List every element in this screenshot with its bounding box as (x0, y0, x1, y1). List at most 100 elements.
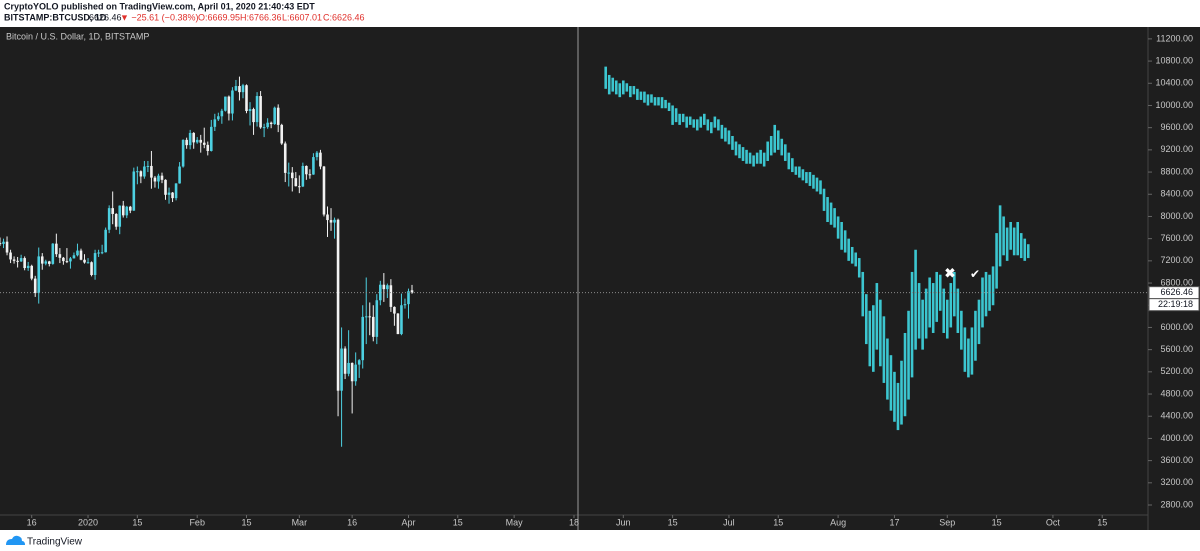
candle-body (185, 139, 188, 146)
y-tick-label: 8800.00 (1160, 166, 1193, 176)
candle-body (245, 85, 248, 112)
x-tick-label: 17 (889, 517, 899, 527)
x-tick-label: 18 (569, 517, 579, 527)
candle-body (30, 265, 33, 279)
candle-body (333, 219, 336, 223)
candle-body (273, 107, 276, 125)
x-tick-label: Mar (292, 517, 308, 527)
projection-bar (692, 119, 696, 128)
projection-bar (798, 166, 801, 178)
candle-body (195, 139, 199, 143)
projection-bar (903, 332, 907, 417)
projection-bar (886, 338, 889, 400)
candle-body (0, 243, 2, 245)
candle-body (375, 300, 379, 337)
candle-body (48, 261, 51, 264)
candle-body (150, 165, 153, 178)
projection-bar (900, 360, 903, 425)
projection-bar (618, 83, 622, 98)
high: H:6766.36 (240, 12, 282, 22)
projection-bar (1009, 222, 1012, 250)
candle-body (305, 165, 308, 175)
projection-bar (678, 113, 681, 125)
plot: 2800.00 3200.00 3600.00 4000.00 4400.00 4800.… (0, 33, 1200, 527)
projection-bar (759, 149, 762, 164)
candle-body (104, 229, 107, 253)
candle-body (231, 90, 234, 114)
candle-body (206, 144, 210, 151)
projection-bar (879, 299, 882, 367)
projection-bar (1016, 222, 1020, 256)
x-tick-label: 15 (668, 517, 678, 527)
candle-body (364, 316, 368, 318)
candle-body (153, 177, 157, 182)
projection-bar (836, 216, 840, 239)
y-tick-label: 5600.00 (1160, 344, 1193, 354)
x-tick-label: Sep (939, 517, 955, 527)
candle-body (322, 166, 326, 215)
projection-bar (752, 155, 755, 167)
candle-body (308, 174, 312, 176)
candle-body (146, 165, 150, 167)
low: L:6607.01 (282, 12, 322, 22)
candle-body (262, 127, 266, 129)
candle-body (315, 152, 319, 158)
projection-bar (970, 327, 974, 375)
candle-body (58, 254, 62, 258)
x-tick-label: May (506, 517, 524, 527)
projection-bar (945, 299, 949, 339)
projection-bar (734, 141, 738, 156)
candle-body (326, 214, 329, 221)
projection-bar (819, 180, 822, 195)
candle-body (393, 306, 396, 314)
candle-body (178, 166, 181, 184)
projection-bar (657, 97, 660, 106)
candle-body (269, 122, 273, 125)
candle-body (227, 96, 231, 114)
candle-body (234, 86, 238, 91)
projection-bar (896, 382, 900, 431)
candle-body (5, 241, 9, 253)
projection-bar (847, 238, 850, 261)
candle-body (167, 192, 171, 195)
candle-body (188, 132, 192, 146)
candle-body (16, 260, 19, 262)
projection-bar (741, 147, 745, 161)
candle-body (19, 258, 23, 262)
projection-bar (660, 97, 664, 109)
projection-bar (815, 177, 819, 192)
projection-bar (625, 83, 629, 92)
footer-text: TradingView (27, 537, 83, 548)
projection-bar (731, 135, 734, 150)
candle-body (143, 166, 146, 177)
candle-body (65, 261, 69, 263)
projection-bar (910, 271, 914, 378)
candle-body (220, 110, 224, 117)
x-tick-label: 15 (992, 517, 1002, 527)
projection-bar (864, 294, 868, 345)
candle-body (128, 206, 132, 211)
projection-bar (614, 80, 618, 95)
candle-body (280, 124, 284, 144)
candle-body (283, 143, 287, 173)
candle-body (97, 252, 100, 254)
projection-bar (917, 283, 921, 339)
candle-body (340, 348, 343, 391)
y-tick-label: 10000.00 (1155, 100, 1193, 110)
projection-bar (717, 119, 720, 131)
candle-body (319, 152, 322, 167)
candle-body (238, 86, 241, 93)
projection-bar (1019, 233, 1023, 259)
projection-bar (893, 371, 896, 422)
chart-title: Bitcoin / U.S. Dollar, 1D, BITSTAMP (6, 31, 149, 41)
candle-body (12, 259, 16, 261)
candle-body (199, 139, 203, 143)
projection-bar (967, 338, 970, 378)
projection-bar (875, 283, 879, 350)
last-price-label: 6626.46 (1160, 287, 1193, 297)
projection-bar (671, 105, 674, 125)
projection-bar (688, 116, 692, 125)
x-tick-label: Apr (401, 517, 415, 527)
y-tick-label: 5200.00 (1160, 366, 1193, 376)
projection-bar (931, 283, 935, 333)
